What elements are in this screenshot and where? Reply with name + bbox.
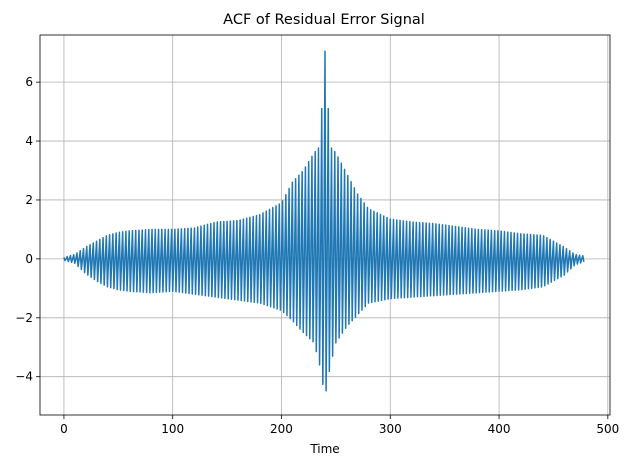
y-tick-label: −4 <box>15 370 33 384</box>
chart-title: ACF of Residual Error Signal <box>223 12 425 28</box>
x-tick-label: 200 <box>270 422 293 436</box>
y-tick-label: 0 <box>25 252 33 266</box>
x-tick-label: 400 <box>488 422 511 436</box>
axis-ticks: 0 100 200 300 400 500 −4 −2 0 2 4 6 <box>15 75 619 436</box>
x-tick-label: 500 <box>596 422 619 436</box>
plot-frame <box>39 34 611 416</box>
x-tick-label: 100 <box>161 422 184 436</box>
y-tick-label: −2 <box>15 311 33 325</box>
x-tick-label: 0 <box>60 422 68 436</box>
x-tick-label: 300 <box>379 422 402 436</box>
acf-series-line <box>63 50 585 392</box>
y-tick-label: 4 <box>25 134 33 148</box>
y-tick-label: 2 <box>25 193 33 207</box>
y-tick-label: 6 <box>25 75 33 89</box>
series-layer <box>63 50 585 392</box>
x-axis-title: Time <box>309 442 339 456</box>
